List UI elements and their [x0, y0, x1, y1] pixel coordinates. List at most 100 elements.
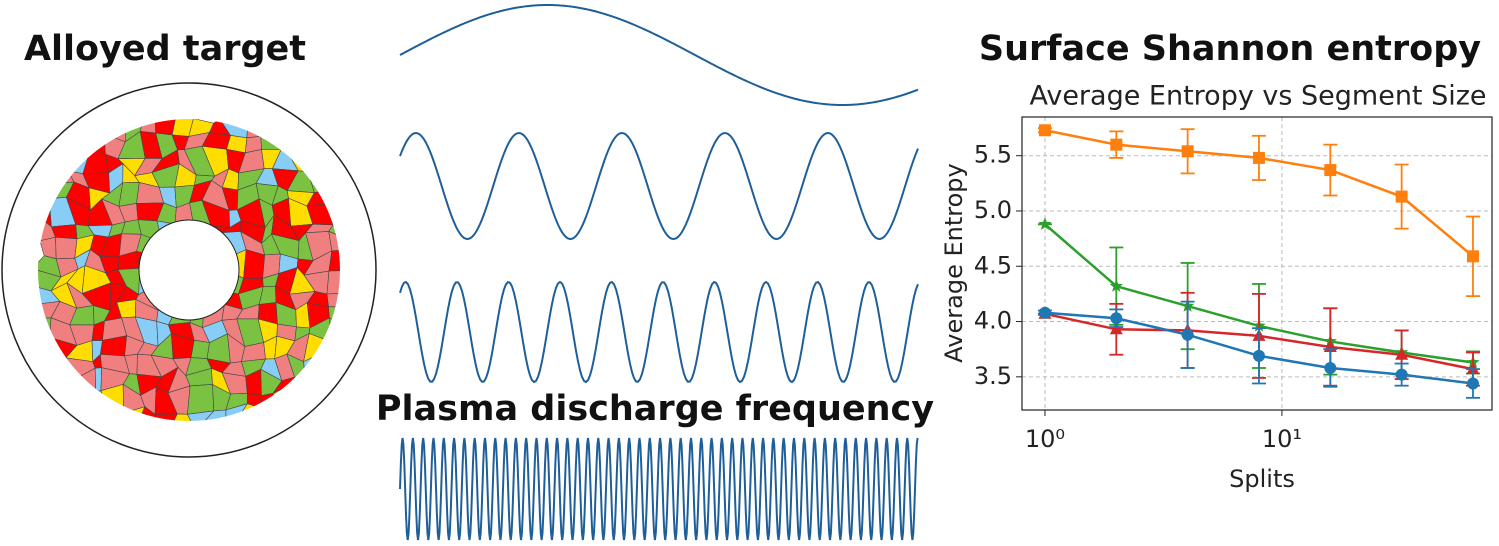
- grain: [325, 439, 339, 454]
- grain: [321, 352, 340, 374]
- marker: [1466, 362, 1480, 375]
- grain: [347, 233, 364, 261]
- grain: [190, 339, 210, 359]
- grain: [322, 422, 346, 441]
- grain: [48, 444, 78, 461]
- grain: [57, 428, 66, 448]
- grain: [31, 430, 60, 444]
- y-tick-label: 4.0: [974, 307, 1012, 335]
- grain: [326, 270, 340, 295]
- grain: [48, 377, 78, 390]
- grain: [292, 383, 306, 411]
- marker: [1038, 306, 1051, 319]
- panel-title: Surface Shannon entropy: [979, 29, 1481, 69]
- grain: [260, 135, 282, 150]
- grain: [320, 386, 340, 410]
- grain: [242, 444, 263, 464]
- grain: [329, 317, 340, 343]
- grain: [338, 441, 365, 460]
- grain: [304, 152, 331, 173]
- grain: [38, 198, 52, 228]
- grain: [345, 267, 365, 296]
- grain: [153, 417, 173, 421]
- grain: [346, 307, 367, 326]
- target-hole: [138, 219, 240, 321]
- grain: [354, 158, 384, 176]
- grain: [337, 400, 340, 421]
- grain: [305, 439, 326, 457]
- grain: [117, 422, 146, 443]
- marker: [1324, 164, 1337, 177]
- grain: [339, 422, 365, 444]
- target-outline: [1, 82, 377, 458]
- grain: [342, 116, 367, 141]
- x-tick-label: 10¹: [1262, 425, 1302, 453]
- grain: [49, 146, 80, 172]
- grain: [328, 249, 340, 272]
- grain: [105, 443, 126, 463]
- marker: [1252, 349, 1265, 362]
- grain: [65, 404, 90, 421]
- grain: [38, 146, 53, 173]
- marker: [1181, 328, 1194, 341]
- grain: [186, 410, 215, 421]
- grain: [38, 411, 62, 421]
- grain: [328, 230, 340, 252]
- grain: [365, 120, 381, 141]
- grain: [321, 119, 340, 135]
- grain: [337, 386, 340, 410]
- grain: [357, 167, 385, 192]
- grain: [38, 333, 55, 357]
- grain: [339, 197, 340, 218]
- grain: [39, 236, 57, 260]
- grain: [319, 133, 340, 160]
- grain: [346, 158, 357, 169]
- grain: [118, 182, 140, 207]
- wave: [399, 437, 919, 541]
- marker: [1466, 250, 1479, 263]
- grain: [86, 406, 108, 421]
- plot-frame: [1021, 116, 1493, 411]
- grain: [137, 417, 156, 421]
- y-tick-label: 3.5: [974, 362, 1012, 390]
- grain: [201, 409, 227, 421]
- y-axis-label: Average Entropy: [940, 163, 968, 362]
- grain: [246, 119, 262, 139]
- grain: [355, 444, 381, 460]
- grain: [67, 388, 97, 408]
- marker: [1110, 138, 1123, 151]
- grain: [57, 404, 68, 421]
- grain: [292, 376, 306, 386]
- grain: [66, 428, 88, 448]
- grain: [326, 292, 340, 308]
- grain: [354, 140, 373, 159]
- wave: [399, 280, 919, 384]
- grain: [346, 337, 364, 353]
- grain: [133, 436, 153, 460]
- wave: [399, 3, 919, 107]
- grain: [38, 182, 62, 200]
- grain: [187, 424, 203, 442]
- panel-title: Plasma discharge frequency: [376, 389, 934, 429]
- marker: [1466, 377, 1479, 390]
- grain: [103, 119, 126, 143]
- marker: [1110, 312, 1123, 325]
- grain: [83, 437, 109, 464]
- marker: [1252, 151, 1265, 164]
- marker: [1395, 190, 1408, 203]
- grain: [220, 437, 246, 460]
- marker: [1324, 361, 1337, 374]
- grain: [38, 353, 55, 379]
- grain: [321, 408, 340, 421]
- grain: [31, 438, 56, 459]
- chart-title: Average Entropy vs Segment Size: [1029, 81, 1486, 112]
- grain: [202, 424, 231, 442]
- grain: [361, 266, 381, 295]
- y-tick-label: 4.5: [974, 251, 1012, 279]
- grain: [278, 445, 299, 463]
- marker: [1109, 322, 1123, 335]
- grain: [260, 119, 283, 139]
- grain: [94, 367, 102, 392]
- x-tick-label: 10⁰: [1025, 425, 1065, 453]
